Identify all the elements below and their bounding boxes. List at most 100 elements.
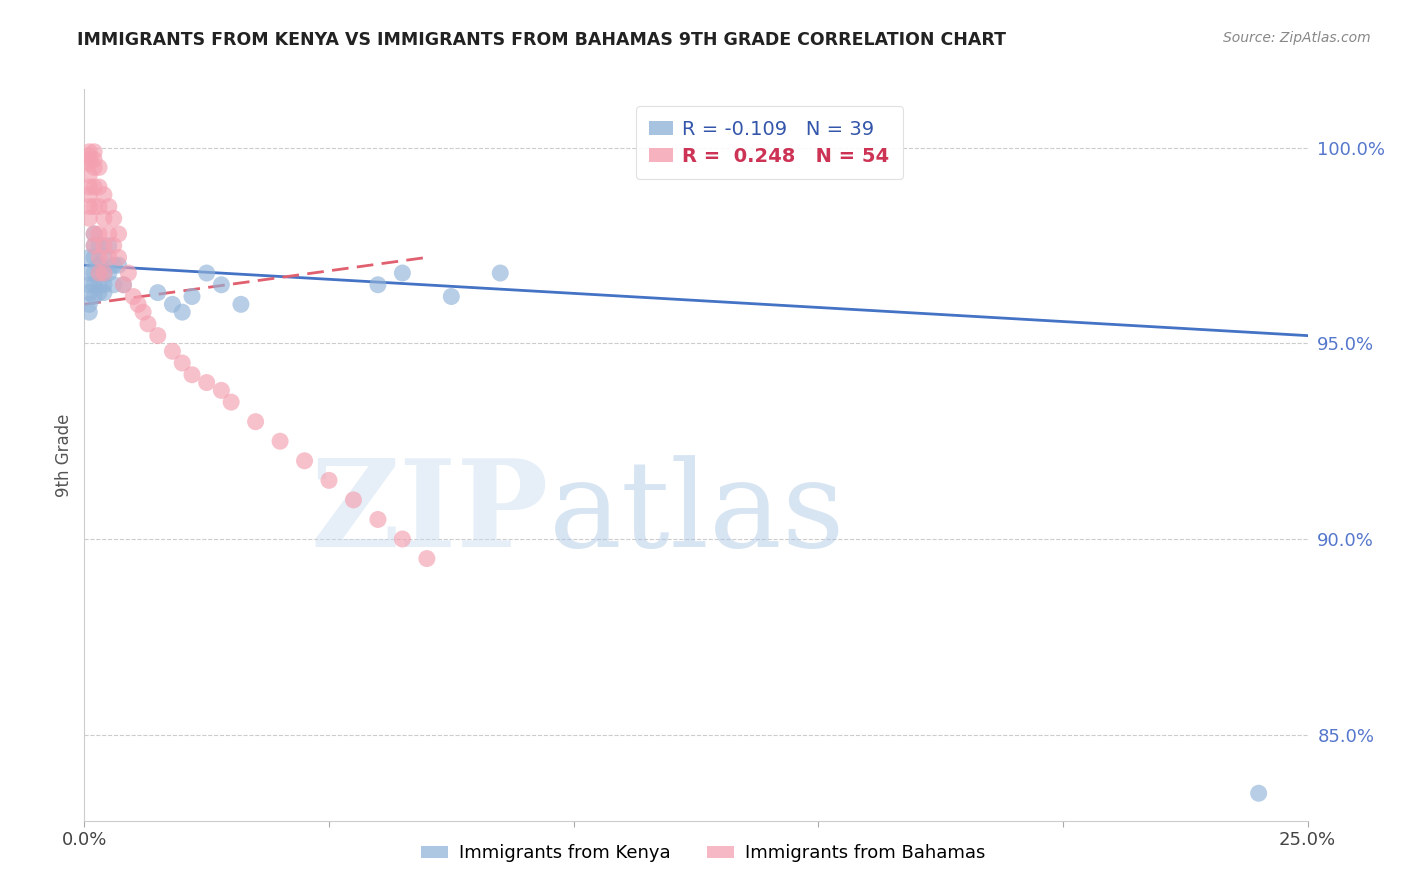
- Point: [87, 266, 110, 280]
- Point: [83, 277, 105, 292]
- Point: [77, 297, 100, 311]
- Point: [181, 368, 204, 382]
- Point: [77, 266, 100, 280]
- Point: [294, 454, 316, 468]
- Point: [245, 415, 267, 429]
- Point: [77, 251, 100, 265]
- Point: [162, 297, 184, 311]
- Point: [318, 474, 340, 488]
- Point: [93, 266, 115, 280]
- Point: [132, 305, 155, 319]
- Point: [87, 277, 110, 292]
- Point: [97, 251, 120, 265]
- Point: [93, 277, 115, 292]
- Point: [87, 258, 110, 272]
- Text: IMMIGRANTS FROM KENYA VS IMMIGRANTS FROM BAHAMAS 9TH GRADE CORRELATION CHART: IMMIGRANTS FROM KENYA VS IMMIGRANTS FROM…: [77, 31, 1007, 49]
- Point: [367, 277, 389, 292]
- Point: [97, 238, 120, 252]
- Point: [367, 512, 389, 526]
- Point: [146, 285, 169, 300]
- Point: [83, 180, 105, 194]
- Point: [103, 277, 125, 292]
- Point: [83, 289, 105, 303]
- Point: [83, 153, 105, 167]
- Point: [416, 551, 439, 566]
- Point: [112, 277, 135, 292]
- Legend: Immigrants from Kenya, Immigrants from Bahamas: Immigrants from Kenya, Immigrants from B…: [413, 838, 993, 870]
- Point: [195, 266, 218, 280]
- Point: [87, 180, 110, 194]
- Point: [440, 289, 463, 303]
- Point: [83, 227, 105, 241]
- Point: [93, 266, 115, 280]
- Legend: R = -0.109   N = 39, R =  0.248   N = 54: R = -0.109 N = 39, R = 0.248 N = 54: [636, 106, 903, 179]
- Point: [122, 289, 145, 303]
- Point: [269, 434, 291, 449]
- Point: [229, 297, 252, 311]
- Point: [1247, 786, 1270, 800]
- Point: [77, 187, 100, 202]
- Point: [97, 227, 120, 241]
- Point: [93, 251, 115, 265]
- Point: [77, 149, 100, 163]
- Point: [83, 251, 105, 265]
- Point: [77, 285, 100, 300]
- Point: [77, 180, 100, 194]
- Y-axis label: 9th Grade: 9th Grade: [55, 413, 73, 497]
- Point: [83, 238, 105, 252]
- Text: atlas: atlas: [550, 455, 846, 572]
- Point: [77, 305, 100, 319]
- Point: [181, 289, 204, 303]
- Text: Source: ZipAtlas.com: Source: ZipAtlas.com: [1223, 31, 1371, 45]
- Point: [87, 161, 110, 175]
- Point: [77, 145, 100, 159]
- Point: [391, 532, 413, 546]
- Point: [93, 211, 115, 226]
- Point: [172, 356, 194, 370]
- Point: [103, 258, 125, 272]
- Point: [162, 344, 184, 359]
- Point: [83, 145, 105, 159]
- Point: [342, 492, 364, 507]
- Point: [195, 376, 218, 390]
- Point: [93, 285, 115, 300]
- Point: [107, 258, 129, 272]
- Point: [83, 200, 105, 214]
- Point: [77, 156, 100, 170]
- Point: [103, 211, 125, 226]
- Text: ZIP: ZIP: [311, 454, 550, 573]
- Point: [87, 227, 110, 241]
- Point: [97, 200, 120, 214]
- Point: [219, 395, 242, 409]
- Point: [209, 277, 232, 292]
- Point: [77, 200, 100, 214]
- Point: [77, 211, 100, 226]
- Point: [136, 317, 159, 331]
- Point: [172, 305, 194, 319]
- Point: [83, 238, 105, 252]
- Point: [391, 266, 413, 280]
- Point: [77, 168, 100, 182]
- Point: [87, 200, 110, 214]
- Point: [127, 297, 149, 311]
- Point: [77, 153, 100, 167]
- Point: [87, 285, 110, 300]
- Point: [93, 187, 115, 202]
- Point: [87, 238, 110, 252]
- Point: [107, 227, 129, 241]
- Point: [117, 266, 139, 280]
- Point: [489, 266, 512, 280]
- Point: [87, 251, 110, 265]
- Point: [112, 277, 135, 292]
- Point: [83, 227, 105, 241]
- Point: [97, 266, 120, 280]
- Point: [107, 251, 129, 265]
- Point: [146, 328, 169, 343]
- Point: [83, 161, 105, 175]
- Point: [87, 266, 110, 280]
- Point: [93, 238, 115, 252]
- Point: [83, 266, 105, 280]
- Point: [77, 277, 100, 292]
- Point: [209, 384, 232, 398]
- Point: [103, 238, 125, 252]
